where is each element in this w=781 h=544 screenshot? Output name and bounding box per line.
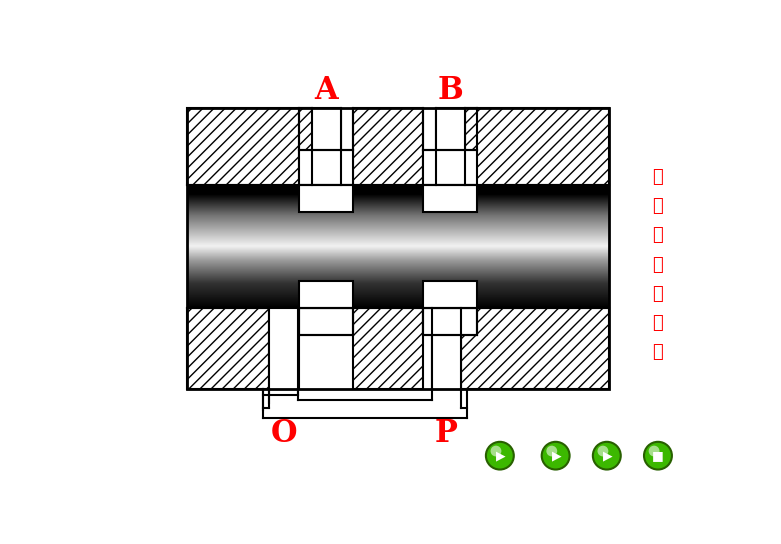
Circle shape (486, 442, 514, 469)
Text: P: P (435, 418, 458, 449)
Bar (423, 150, 477, 184)
Bar (187, 108, 312, 184)
Circle shape (644, 442, 672, 469)
Bar (353, 308, 423, 388)
Text: 位: 位 (653, 197, 663, 215)
Text: 三: 三 (653, 168, 663, 186)
Text: 通: 通 (653, 256, 663, 274)
Bar (187, 108, 609, 388)
Bar (299, 308, 353, 335)
Bar (461, 308, 609, 388)
Bar (269, 308, 298, 388)
Bar (299, 281, 353, 308)
Text: B: B (437, 75, 463, 106)
Bar (353, 108, 423, 184)
Bar (423, 184, 477, 212)
Circle shape (597, 446, 608, 456)
Bar (299, 184, 353, 212)
Circle shape (490, 446, 501, 456)
Text: 换: 换 (653, 285, 663, 303)
Bar (299, 108, 341, 184)
Text: 阀: 阀 (653, 343, 663, 362)
Bar (436, 108, 477, 184)
Bar (312, 108, 341, 184)
Text: 向: 向 (653, 314, 663, 332)
Bar (423, 308, 477, 335)
Circle shape (649, 446, 659, 456)
Circle shape (547, 446, 557, 456)
Text: ▶: ▶ (551, 449, 562, 462)
Circle shape (542, 442, 569, 469)
Bar (436, 108, 465, 184)
Bar (299, 150, 353, 184)
Text: A: A (315, 75, 338, 106)
Text: ■: ■ (652, 449, 664, 462)
Circle shape (593, 442, 621, 469)
Bar (423, 281, 477, 308)
Bar (432, 308, 477, 388)
Text: O: O (270, 418, 297, 449)
Text: ▶: ▶ (496, 449, 505, 462)
Bar (187, 308, 269, 388)
Bar (465, 108, 609, 184)
Bar (432, 308, 461, 388)
Text: ▶: ▶ (603, 449, 612, 462)
Text: 四: 四 (653, 226, 663, 244)
